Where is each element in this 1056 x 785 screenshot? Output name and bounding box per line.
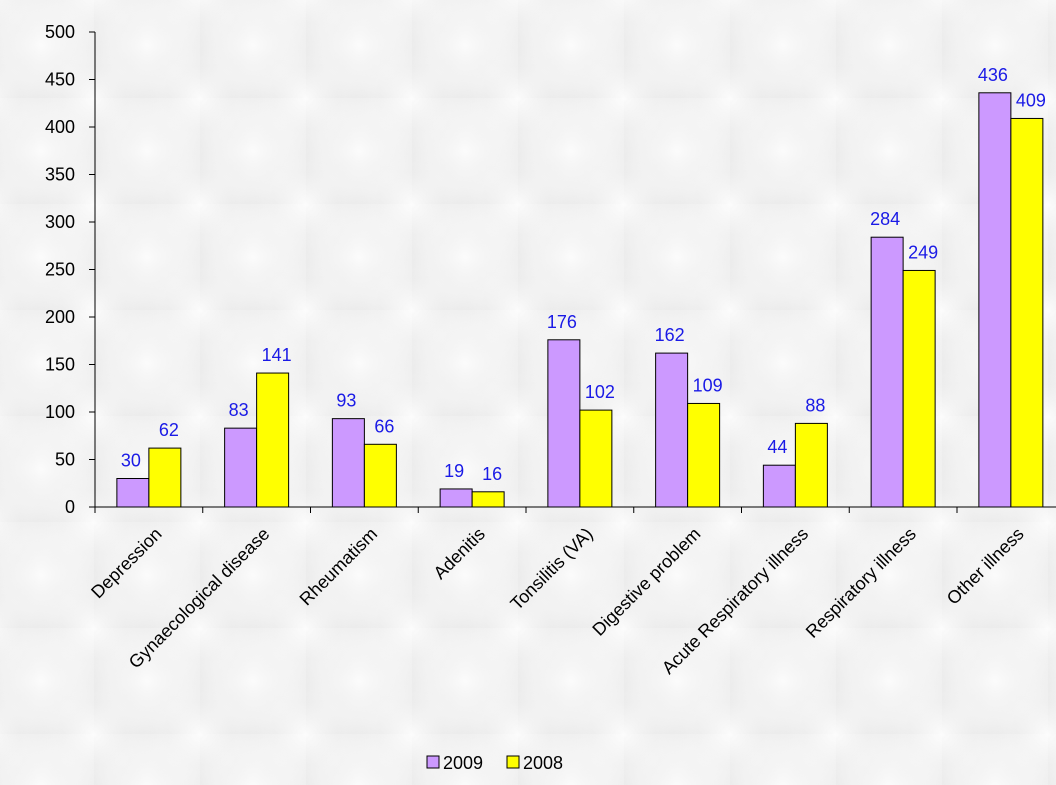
data-label: 88: [805, 395, 825, 415]
data-label: 66: [374, 416, 394, 436]
data-label: 176: [547, 312, 577, 332]
bar-2008: [794, 422, 828, 508]
y-tick-label: 100: [45, 402, 75, 422]
data-label: 16: [482, 464, 502, 484]
bar-2008: [256, 372, 290, 508]
legend-label: 2008: [523, 753, 563, 773]
data-label: 409: [1016, 90, 1046, 110]
bar-2009: [331, 418, 365, 508]
bar-2008: [148, 447, 182, 508]
bar-2008: [471, 491, 505, 508]
x-category-label: Depression: [87, 524, 166, 603]
data-label: 109: [693, 375, 723, 395]
bar-2008: [1010, 117, 1044, 508]
x-category-label: Digestive problem: [588, 524, 704, 640]
y-tick-label: 500: [45, 22, 75, 42]
bar-2008: [579, 409, 613, 508]
y-tick-label: 250: [45, 260, 75, 280]
bar-2008: [687, 402, 721, 508]
bar-2009: [978, 92, 1012, 508]
data-label: 19: [444, 461, 464, 481]
x-category-label: Tonsilitis (VA): [506, 524, 596, 614]
y-tick-label: 50: [55, 450, 75, 470]
bar-2009: [655, 352, 689, 508]
y-tick-label: 200: [45, 307, 75, 327]
legend-swatch-2009: [426, 755, 440, 769]
data-label: 30: [121, 451, 141, 471]
data-label: 436: [978, 65, 1008, 85]
y-tick-label: 300: [45, 212, 75, 232]
bar-2009: [116, 478, 150, 508]
x-category-label: Adenitis: [430, 524, 489, 583]
bar-2009: [762, 464, 796, 508]
bar-2009: [439, 488, 473, 508]
data-label: 284: [870, 209, 900, 229]
data-label: 141: [262, 345, 292, 365]
data-label: 249: [908, 242, 938, 262]
y-tick-label: 350: [45, 165, 75, 185]
legend-swatch-2008: [506, 755, 520, 769]
bar-2008: [363, 443, 397, 508]
legend-label: 2009: [443, 753, 483, 773]
bar-2009: [870, 236, 904, 508]
data-label: 162: [655, 325, 685, 345]
data-label: 102: [585, 382, 615, 402]
data-label: 44: [767, 437, 787, 457]
bar-2008: [902, 269, 936, 508]
bar-2009: [547, 339, 581, 508]
y-tick-label: 150: [45, 355, 75, 375]
data-labels: 30 62 83 141 93 66 19 16 176 102 162 109 44 88 284 249 4…: [121, 65, 1046, 484]
y-axis: 0 50 100 150 200 250 300 350 400 450 500: [45, 22, 96, 517]
y-tick-label: 450: [45, 70, 75, 90]
y-tick-label: 0: [65, 497, 75, 517]
x-category-label: Rheumatism: [296, 524, 382, 610]
data-label: 93: [336, 391, 356, 411]
legend: 2009 2008: [426, 753, 563, 773]
bar-2009: [224, 427, 258, 508]
x-category-label: Respiratory illness: [802, 524, 920, 642]
data-label: 83: [229, 400, 249, 420]
bars: [116, 92, 1044, 508]
y-tick-label: 400: [45, 117, 75, 137]
x-category-label: Other illness: [943, 524, 1028, 609]
data-label: 62: [159, 420, 179, 440]
